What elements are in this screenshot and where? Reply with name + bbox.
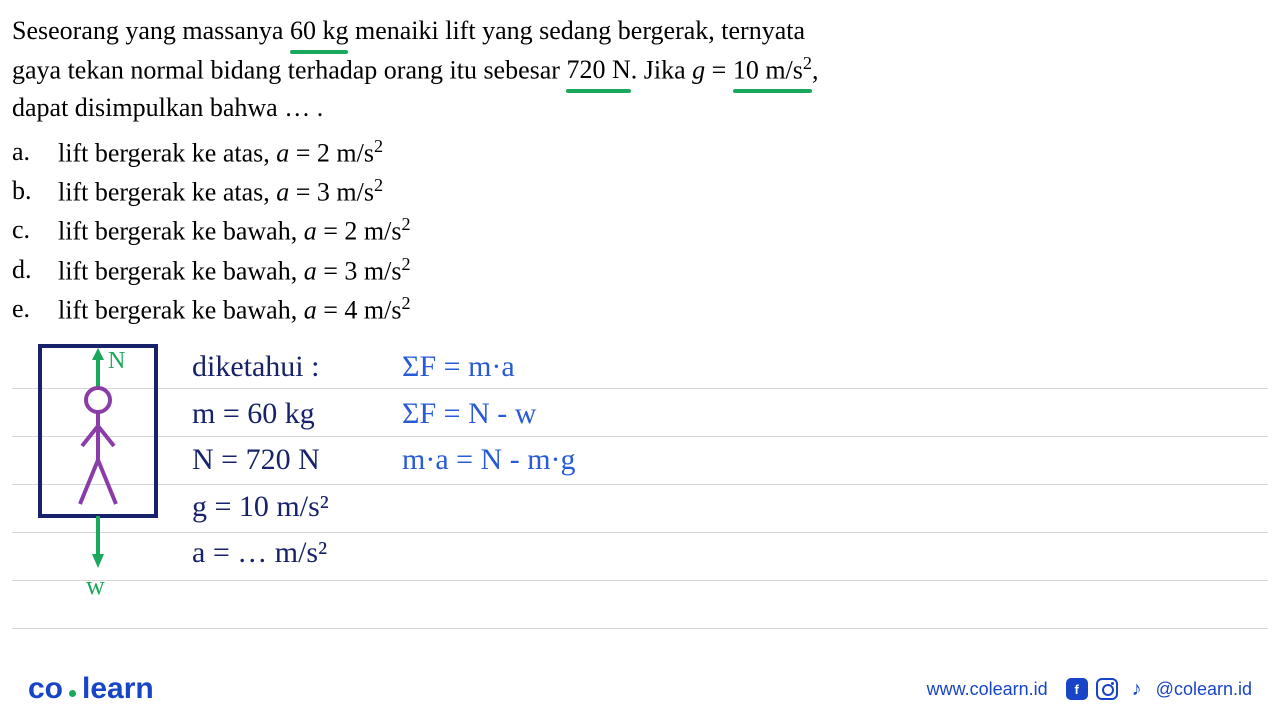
option-letter: d. <box>12 251 58 290</box>
option-a: a. lift bergerak ke atas, a = 2 m/s2 <box>12 133 1260 172</box>
option-letter: c. <box>12 211 58 250</box>
brand-dot-icon <box>69 690 76 697</box>
hw-line: ΣF = m·a <box>402 344 576 391</box>
option-letter: b. <box>12 172 58 211</box>
work-area: N w diketahui : m = 60 kg N = 720 N g = … <box>12 340 1268 640</box>
option-c: c. lift bergerak ke bawah, a = 2 m/s2 <box>12 211 1260 250</box>
option-letter: e. <box>12 290 58 329</box>
g-var: g <box>692 55 705 84</box>
tiktok-icon: ♪ <box>1126 678 1148 700</box>
q-part: menaiki lift yang sedang bergerak, terny… <box>348 16 805 45</box>
question-text: Seseorang yang massanya 60 kg menaiki li… <box>12 12 1260 127</box>
hw-line: a = … m/s² <box>192 530 329 577</box>
mass-underlined: 60 kg <box>290 12 349 50</box>
q-part: = <box>705 55 733 84</box>
q-part: , <box>812 55 819 84</box>
hw-line: g = 10 m/s² <box>192 484 329 531</box>
footer: colearn www.colearn.id f ♪ @colearn.id <box>0 658 1280 720</box>
option-b: b. lift bergerak ke atas, a = 3 m/s2 <box>12 172 1260 211</box>
footer-right: www.colearn.id f ♪ @colearn.id <box>927 678 1252 700</box>
option-e: e. lift bergerak ke bawah, a = 4 m/s2 <box>12 290 1260 329</box>
social-handle: @colearn.id <box>1156 679 1252 700</box>
q-part: Seseorang yang massanya <box>12 16 290 45</box>
options-list: a. lift bergerak ke atas, a = 2 m/s2 b. … <box>12 133 1260 330</box>
handwriting-equations: ΣF = m·a ΣF = N - w m·a = N - m·g <box>402 344 576 484</box>
g-underlined: 10 m/s2 <box>733 50 812 89</box>
q-part: dapat disimpulkan bahwa … . <box>12 93 323 122</box>
brand-part-b: learn <box>82 672 154 706</box>
instagram-icon <box>1096 678 1118 700</box>
handwriting-given: diketahui : m = 60 kg N = 720 N g = 10 m… <box>192 344 329 577</box>
option-letter: a. <box>12 133 58 172</box>
q-part: . Jika <box>631 55 692 84</box>
brand-part-a: co <box>28 672 63 706</box>
option-d: d. lift bergerak ke bawah, a = 3 m/s2 <box>12 251 1260 290</box>
force-underlined: 720 N <box>566 51 630 89</box>
elevator-diagram: N w <box>36 342 176 632</box>
hw-line: ΣF = N - w <box>402 391 576 438</box>
hw-line: m·a = N - m·g <box>402 437 576 484</box>
hw-line: m = 60 kg <box>192 391 329 438</box>
q-part: gaya tekan normal bidang terhadap orang … <box>12 55 566 84</box>
hw-line: diketahui : <box>192 344 329 391</box>
footer-url: www.colearn.id <box>927 679 1048 700</box>
brand-logo: colearn <box>28 672 154 706</box>
w-label: w <box>86 571 105 600</box>
social-icons: f ♪ @colearn.id <box>1066 678 1252 700</box>
hw-line: N = 720 N <box>192 437 329 484</box>
n-label: N <box>108 348 125 374</box>
facebook-icon: f <box>1066 678 1088 700</box>
